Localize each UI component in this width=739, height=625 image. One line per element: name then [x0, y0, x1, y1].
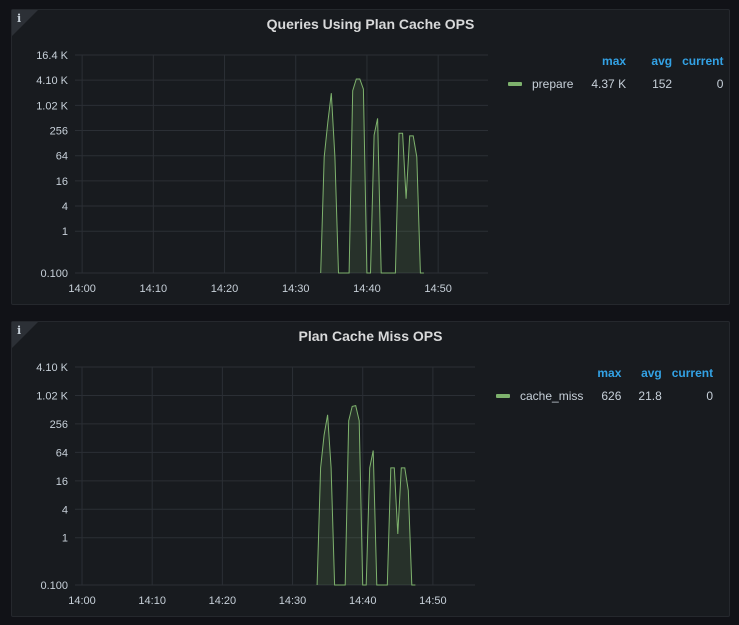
legend-value-avg: 152	[652, 77, 673, 91]
legend-value-avg: 21.8	[638, 389, 662, 403]
y-tick-label: 4.10 K	[36, 75, 68, 87]
x-tick-label: 14:30	[282, 283, 310, 295]
x-tick-label: 14:10	[138, 595, 166, 607]
x-tick-label: 14:00	[68, 595, 96, 607]
legend-value-current: 0	[716, 77, 724, 91]
y-tick-label: 1.02 K	[36, 100, 68, 112]
panel-info-corner[interactable]	[12, 322, 38, 348]
y-tick-label: 16	[56, 176, 68, 188]
panel-info-corner[interactable]	[12, 10, 38, 36]
legend: max avg current cache_miss 626 21.8 0	[496, 366, 713, 403]
chart-plot-area[interactable]: 0.100 1 4 16 64 256 1.02 K 4.10 K 14:00 14:10 14:2…	[12, 322, 731, 618]
panel-title[interactable]: Plan Cache Miss OPS	[298, 328, 443, 344]
x-tick-label: 14:40	[349, 595, 377, 607]
y-tick-label: 1.02 K	[36, 390, 68, 402]
x-tick-label: 14:20	[209, 595, 237, 607]
legend: max avg current prepare 4.37 K 152 0	[508, 54, 723, 91]
legend-value-max: 4.37 K	[591, 77, 627, 91]
legend-series-name[interactable]: prepare	[532, 77, 574, 91]
x-tick-label: 14:50	[424, 283, 452, 295]
legend-value-max: 626	[601, 389, 622, 403]
y-tick-label: 1	[62, 533, 68, 545]
y-tick-label: 4	[62, 504, 68, 516]
x-tick-label: 14:10	[140, 283, 168, 295]
legend-header-avg[interactable]: avg	[651, 54, 673, 68]
queries-using-plan-cache-panel: i Queries Using Plan Cache OPS 0.100 1 4 16…	[11, 9, 730, 305]
y-tick-label: 1	[62, 226, 68, 238]
x-tick-label: 14:00	[68, 283, 96, 295]
series-area-cache_miss	[317, 405, 416, 585]
y-tick-label: 4.10 K	[36, 362, 68, 374]
info-icon[interactable]: i	[17, 324, 22, 337]
legend-header-max[interactable]: max	[597, 366, 622, 380]
info-icon[interactable]: i	[17, 12, 22, 25]
y-tick-label: 16	[56, 476, 68, 488]
y-tick-label: 16.4 K	[36, 50, 68, 62]
panel-title[interactable]: Queries Using Plan Cache OPS	[266, 16, 475, 32]
series-area-prepare	[320, 79, 424, 273]
legend-row[interactable]: cache_miss 626 21.8 0	[496, 389, 713, 403]
series-color-swatch[interactable]	[508, 81, 522, 86]
legend-header-avg[interactable]: avg	[641, 366, 662, 380]
series-color-swatch[interactable]	[496, 393, 510, 398]
x-tick-label: 14:20	[211, 283, 239, 295]
y-tick-label: 4	[62, 201, 68, 213]
plan-cache-miss-panel: i Plan Cache Miss OPS 0.100 1 4 16 64 256 1.02…	[11, 321, 730, 617]
series-line-prepare[interactable]	[320, 78, 424, 274]
y-tick-label: 0.100	[40, 268, 68, 280]
y-tick-label: 256	[50, 419, 68, 431]
legend-header-current[interactable]: current	[682, 54, 724, 68]
legend-header-max[interactable]: max	[602, 54, 627, 68]
y-tick-label: 64	[56, 151, 68, 163]
x-tick-label: 14:40	[353, 283, 381, 295]
x-tick-label: 14:30	[279, 595, 307, 607]
y-tick-label: 64	[56, 447, 68, 459]
x-tick-label: 14:50	[419, 595, 447, 607]
chart-plot-area[interactable]: 0.100 1 4 16 64 256 1.02 K 4.10 K 16.4 K 14:00 14:…	[12, 10, 731, 306]
legend-series-name[interactable]: cache_miss	[520, 389, 584, 403]
y-tick-label: 0.100	[40, 580, 68, 592]
y-tick-label: 256	[50, 126, 68, 138]
series-line-cache_miss[interactable]	[316, 405, 416, 586]
legend-header-current[interactable]: current	[671, 366, 714, 380]
legend-row[interactable]: prepare 4.37 K 152 0	[508, 77, 723, 91]
legend-value-current: 0	[706, 389, 714, 403]
